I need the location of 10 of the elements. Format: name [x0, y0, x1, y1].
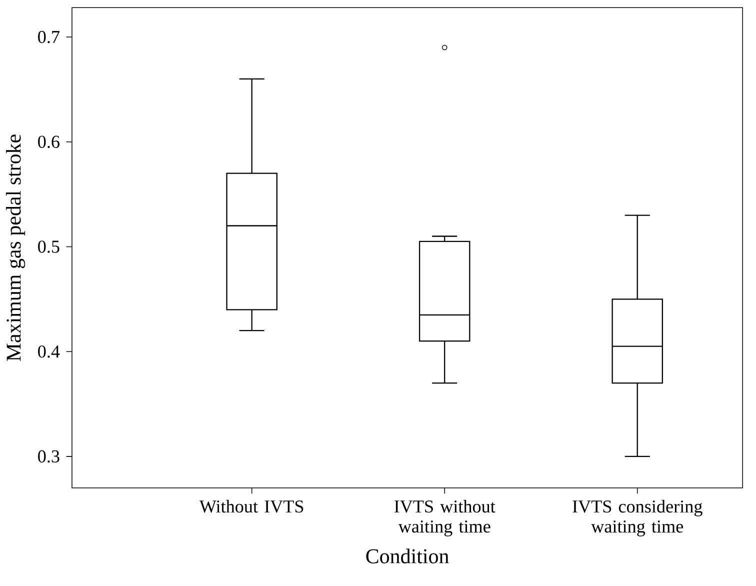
y-tick-label: 0.4 [38, 345, 60, 358]
x-tick-label: Without IVTS [199, 500, 304, 512]
y-tick-label: 0.5 [38, 240, 60, 253]
x-tick-label: IVTS considering waiting time [572, 500, 702, 536]
y-tick-label: 0.6 [38, 136, 60, 148]
y-tick-label: 0.3 [38, 450, 60, 462]
x-tick-label: IVTS without waiting time [394, 500, 496, 536]
x-axis-title: Condition [366, 548, 449, 564]
y-axis-title: Maximum gas pedal stroke [6, 134, 26, 361]
y-tick-label: 0.7 [38, 30, 60, 43]
